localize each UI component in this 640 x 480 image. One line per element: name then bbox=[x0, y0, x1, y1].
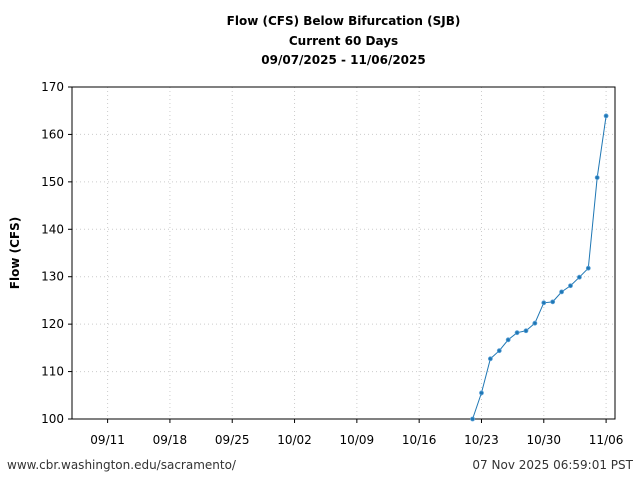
y-axis-label: Flow (CFS) bbox=[8, 217, 22, 289]
y-tick-label: 170 bbox=[41, 80, 64, 94]
x-tick-label: 09/11 bbox=[90, 433, 125, 447]
timestamp: 07 Nov 2025 06:59:01 PST bbox=[472, 458, 633, 472]
data-point bbox=[532, 320, 538, 326]
y-tick-label: 110 bbox=[41, 365, 64, 379]
x-tick-label: 10/23 bbox=[464, 433, 499, 447]
x-tick-label: 10/30 bbox=[526, 433, 561, 447]
y-tick-label: 140 bbox=[41, 222, 64, 236]
y-tick-label: 130 bbox=[41, 270, 64, 284]
chart-title: Flow (CFS) Below Bifurcation (SJB) bbox=[226, 14, 461, 28]
x-tick-label: 10/09 bbox=[340, 433, 375, 447]
chart-date-range: 09/07/2025 - 11/06/2025 bbox=[261, 53, 426, 67]
y-tick-label: 100 bbox=[41, 412, 64, 426]
plot-frame bbox=[71, 86, 616, 420]
data-point bbox=[541, 300, 547, 306]
data-point bbox=[487, 356, 493, 362]
x-tick-label: 09/25 bbox=[215, 433, 250, 447]
data-point bbox=[568, 283, 573, 289]
data-point bbox=[514, 330, 520, 336]
data-point bbox=[550, 299, 556, 305]
x-tick-label: 10/16 bbox=[402, 433, 437, 447]
y-tick-label: 160 bbox=[41, 127, 64, 141]
data-point bbox=[479, 390, 484, 396]
y-tick-label: 120 bbox=[41, 317, 64, 331]
series-line bbox=[472, 115, 607, 420]
data-point bbox=[559, 289, 564, 295]
data-point bbox=[523, 328, 529, 334]
data-point bbox=[603, 113, 609, 119]
data-point bbox=[470, 416, 475, 422]
x-tick-label: 10/02 bbox=[277, 433, 312, 447]
data-point bbox=[594, 175, 600, 180]
x-tick-label: 11/06 bbox=[589, 433, 624, 447]
chart-subtitle: Current 60 Days bbox=[288, 34, 399, 48]
x-tick-label: 09/18 bbox=[153, 433, 188, 447]
y-tick-label: 150 bbox=[41, 175, 64, 189]
source-link[interactable]: www.cbr.washington.edu/sacramento/ bbox=[7, 458, 236, 472]
data-point bbox=[496, 348, 502, 354]
data-point bbox=[505, 337, 511, 343]
data-point bbox=[585, 265, 591, 271]
data-point bbox=[576, 274, 582, 280]
